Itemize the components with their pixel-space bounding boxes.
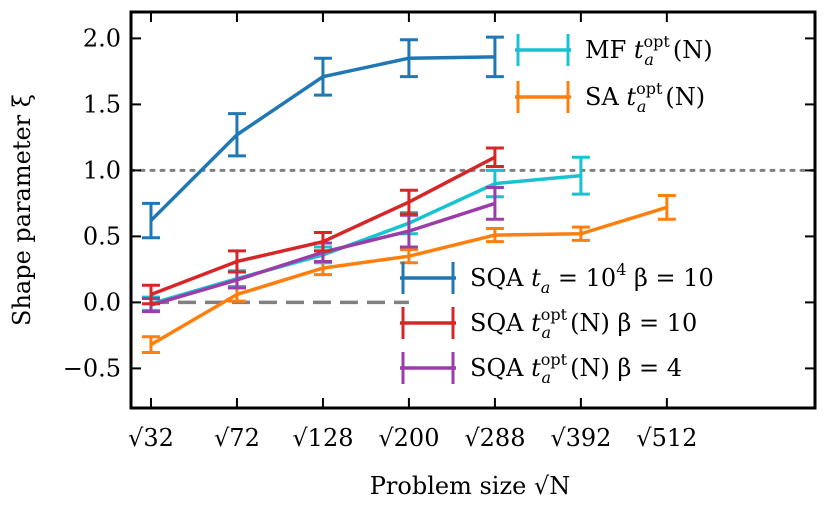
legend-entry: SA topt a (N)	[515, 79, 705, 116]
y-axis-title: Shape parameter ξ	[8, 94, 36, 326]
error-bar	[313, 56, 332, 97]
plot-frame	[129, 10, 817, 410]
error-bar	[571, 225, 590, 242]
y-tick-label: −0.5	[63, 354, 121, 382]
error-bar	[399, 188, 418, 216]
x-tick-label: √200	[378, 424, 439, 452]
error-bar	[485, 146, 504, 168]
y-tick-label: 0.0	[83, 288, 121, 316]
y-tick-label: 2.0	[83, 24, 121, 52]
series-0	[141, 35, 504, 240]
x-tick-label: √288	[464, 424, 525, 452]
error-bar	[141, 335, 160, 355]
error-bar	[141, 283, 160, 306]
error-bar	[227, 249, 246, 274]
legend-entry: SQA topt a (N) β = 4	[400, 350, 682, 387]
y-tick-label: 1.5	[83, 90, 121, 118]
error-bar	[485, 35, 504, 79]
y-tick-label: 0.5	[83, 222, 121, 250]
legend-label: SQA topt a (N) β = 10	[470, 305, 697, 342]
x-tick-label: √512	[636, 424, 697, 452]
x-tick-label: √128	[292, 424, 353, 452]
legend-label: SA topt a (N)	[585, 79, 705, 116]
x-tick-label: √72	[214, 424, 260, 452]
legend-label: SQA topt a (N) β = 4	[470, 350, 682, 387]
x-tick-label: √392	[550, 424, 611, 452]
series-3	[141, 146, 504, 306]
error-bar	[657, 193, 676, 221]
error-bar	[227, 112, 246, 158]
y-tick-label: 1.0	[83, 156, 121, 184]
error-bar	[399, 38, 418, 79]
error-bar	[313, 230, 332, 253]
error-bar	[485, 186, 504, 221]
error-bar	[141, 201, 160, 240]
legend-entry: MF topt a (N)	[515, 32, 713, 69]
legend-entry: SQA topt a (N) β = 10	[400, 305, 697, 342]
x-tick-label: √32	[128, 424, 174, 452]
error-bar	[571, 155, 590, 196]
error-bar	[485, 226, 504, 244]
legend-label: SQA ta = 104 β = 10	[470, 260, 714, 297]
legend-entry: SQA ta = 104 β = 10	[400, 260, 714, 297]
legend-label: MF topt a (N)	[585, 32, 713, 69]
x-axis-title: Problem size √N	[370, 472, 570, 500]
